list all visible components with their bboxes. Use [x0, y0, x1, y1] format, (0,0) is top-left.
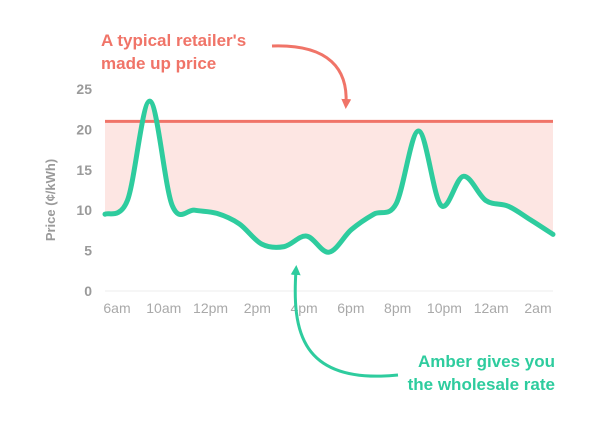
wholesale-annotation-arrow — [290, 265, 399, 378]
x-tick-label: 2am — [524, 300, 551, 316]
x-tick-label: 10pm — [427, 300, 462, 316]
wholesale-annotation-line-2: the wholesale rate — [408, 375, 555, 394]
retailer-annotation-line-1: A typical retailer's — [101, 31, 246, 50]
x-tick-label: 12pm — [193, 300, 228, 316]
y-tick-label: 10 — [76, 202, 92, 218]
retailer-annotation-arrow — [271, 44, 352, 109]
x-tick-label: 12am — [474, 300, 509, 316]
y-tick-label: 15 — [76, 162, 92, 178]
y-tick-label: 0 — [84, 283, 92, 299]
y-tick-label: 5 — [84, 243, 92, 259]
x-tick-label: 2pm — [244, 300, 271, 316]
y-tick-label: 25 — [76, 81, 92, 97]
y-axis-label: Price (¢/kWh) — [43, 159, 58, 241]
y-tick-label: 20 — [76, 121, 92, 137]
x-tick-label: 6pm — [337, 300, 364, 316]
x-axis-ticks: 6am 10am 12pm 2pm 4pm 6pm 8pm 10pm 12am 2am — [103, 300, 551, 316]
y-axis-ticks: 0 5 10 15 20 25 — [76, 81, 92, 299]
wholesale-price-line — [102, 98, 556, 255]
x-tick-label: 8pm — [384, 300, 411, 316]
price-gap-fill — [105, 101, 553, 253]
x-tick-label: 6am — [103, 300, 130, 316]
x-tick-label: 10am — [146, 300, 181, 316]
wholesale-annotation-line-1: Amber gives you — [418, 352, 555, 371]
retailer-annotation-line-2: made up price — [101, 54, 216, 73]
